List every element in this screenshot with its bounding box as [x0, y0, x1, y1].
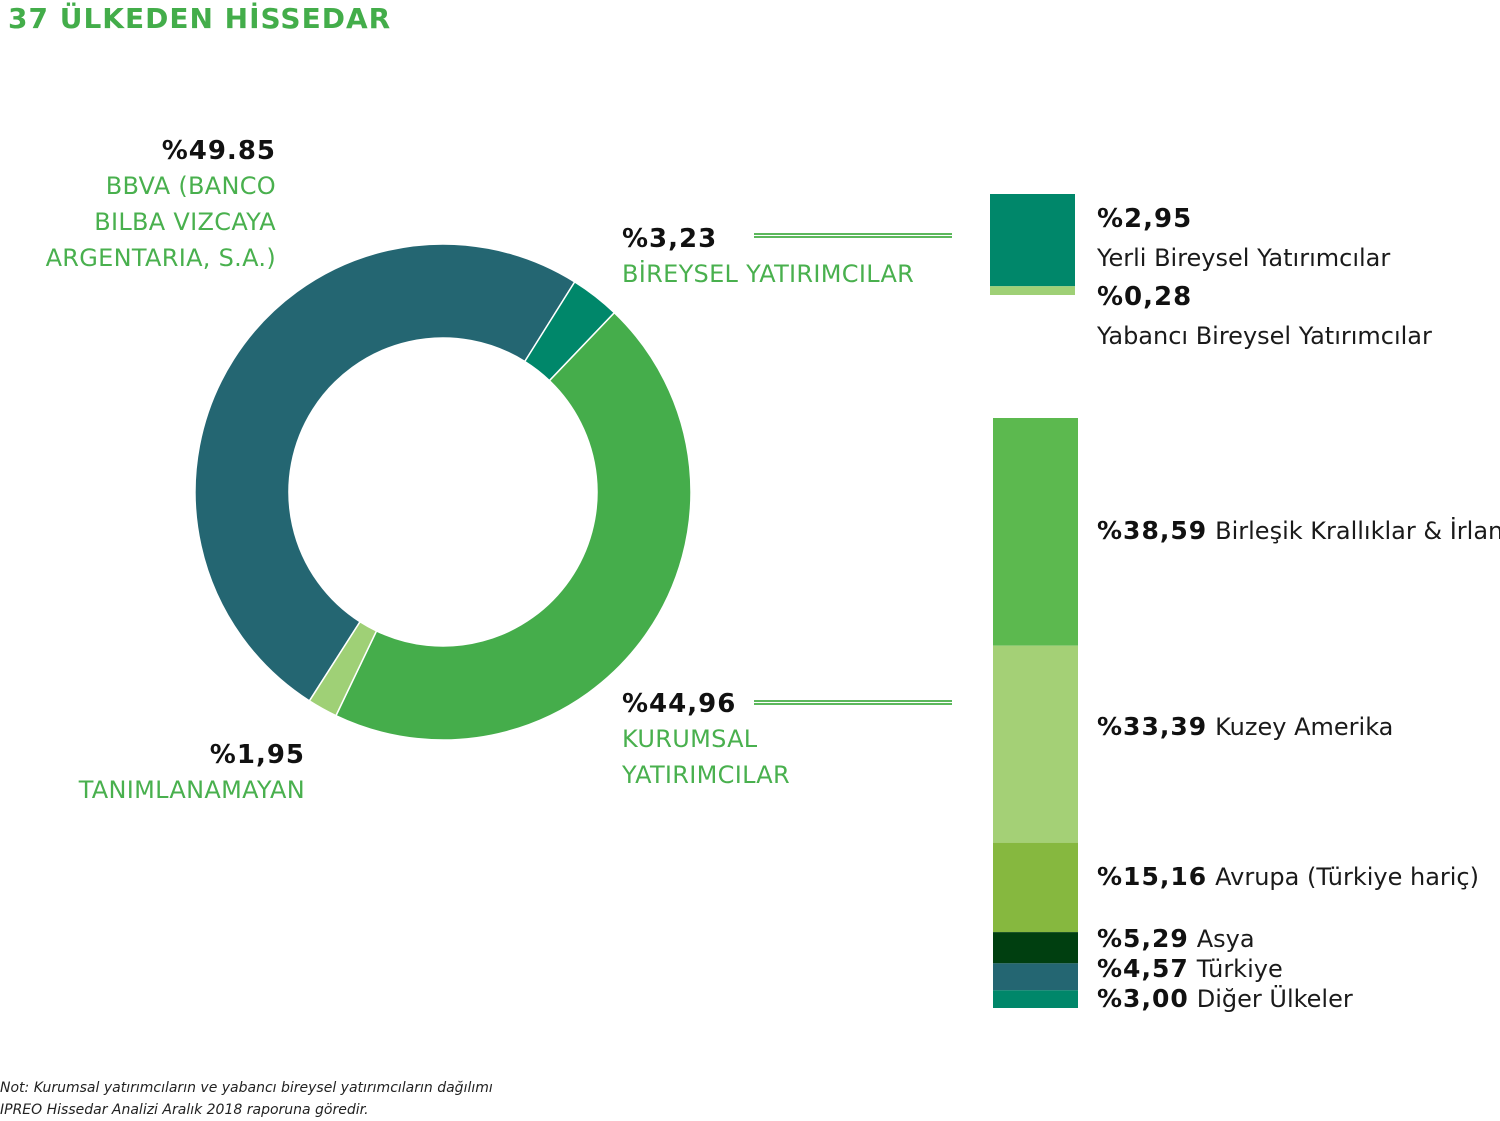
bbva-label-line-2: BILBA VIZCAYA — [94, 208, 276, 236]
legend-pct: %3,00 — [1097, 984, 1189, 1013]
bireysel-bar-segment-1 — [990, 286, 1075, 295]
page-title: 37 ÜLKEDEN HİSSEDAR — [8, 2, 392, 35]
bireysel-label: BİREYSEL YATIRIMCILAR — [622, 260, 915, 288]
kurumsal-label-block: %44,96 KURUMSAL YATIRIMCILAR — [622, 687, 790, 793]
legend-row-asia: %5,29 Asya — [1097, 924, 1255, 953]
yabanci-bireysel-label: Yabancı Bireysel Yatırımcılar — [1097, 322, 1432, 350]
legend-label: Birleşik Krallıklar & İrlanda — [1215, 517, 1500, 545]
bireysel-bar-segment-0 — [990, 194, 1075, 287]
donut-slice-tanimlanamayan — [308, 620, 378, 717]
kurumsal-bar-segment-1 — [993, 645, 1078, 843]
kurumsal-bar-segment-2 — [993, 842, 1078, 933]
kurumsal-stacked-bar — [993, 418, 1078, 1008]
tanimlanamayan-pct: %1,95 — [209, 740, 305, 770]
legend-pct: %5,29 — [1097, 924, 1189, 953]
kurumsal-bar-segment-0 — [993, 418, 1078, 646]
tanimlanamayan-label: TANIMLANAMAYAN — [78, 776, 305, 804]
legend-row-north-america: %33,39 Kuzey Amerika — [1097, 712, 1393, 741]
kurumsal-label-line-2: YATIRIMCILAR — [622, 761, 791, 789]
kurumsal-bar-segment-3 — [993, 932, 1078, 964]
bireysel-label-block: %3,23 BİREYSEL YATIRIMCILAR — [622, 222, 914, 292]
kurumsal-connector-line — [754, 700, 952, 705]
legend-row-europe: %15,16 Avrupa (Türkiye hariç) — [1097, 862, 1479, 891]
tanimlanamayan-label-block: %1,95 TANIMLANAMAYAN — [40, 738, 305, 808]
legend-label: Asya — [1196, 925, 1255, 953]
footnote-line-1: Not: Kurumsal yatırımcıların ve yabancı … — [0, 1080, 493, 1096]
donut-chart — [194, 243, 692, 741]
legend-pct: %33,39 — [1097, 712, 1208, 741]
kurumsal-bar-segment-5 — [993, 990, 1078, 1008]
bireysel-connector-line — [754, 233, 952, 238]
legend-label: Diğer Ülkeler — [1196, 985, 1353, 1013]
bbva-label-line-1: BBVA (BANCO — [105, 172, 276, 200]
legend-pct: %38,59 — [1097, 516, 1208, 545]
legend-pct: %15,16 — [1097, 862, 1208, 891]
bireysel-pct: %3,23 — [622, 224, 718, 254]
yabanci-bireysel-pct: %0,28 — [1097, 282, 1193, 312]
bireysel-breakdown-legend: %2,95 Yerli Bireysel Yatırımcılar %0,28 … — [1097, 202, 1432, 358]
legend-label: Avrupa (Türkiye hariç) — [1215, 863, 1479, 891]
legend-pct: %4,57 — [1097, 954, 1189, 983]
yerli-bireysel-pct: %2,95 — [1097, 204, 1193, 234]
donut-slice-bbva — [194, 243, 576, 702]
bbva-pct: %49.85 — [161, 136, 276, 166]
legend-label: Türkiye — [1196, 955, 1283, 983]
legend-label: Kuzey Amerika — [1215, 713, 1394, 741]
yerli-bireysel-label: Yerli Bireysel Yatırımcılar — [1097, 244, 1391, 272]
donut-slice-kurumsal — [334, 311, 692, 741]
legend-row-turkey: %4,57 Türkiye — [1097, 954, 1283, 983]
kurumsal-label-line-1: KURUMSAL — [622, 725, 758, 753]
kurumsal-pct: %44,96 — [622, 689, 737, 719]
footnote: Not: Kurumsal yatırımcıların ve yabancı … — [0, 1077, 493, 1121]
legend-row-other: %3,00 Diğer Ülkeler — [1097, 984, 1353, 1013]
kurumsal-bar-segment-4 — [993, 963, 1078, 991]
bbva-label-line-3: ARGENTARIA, S.A.) — [45, 244, 276, 272]
footnote-line-2: IPREO Hissedar Analizi Aralık 2018 rapor… — [0, 1102, 369, 1118]
bireysel-stacked-bar — [990, 194, 1075, 295]
bbva-label-block: %49.85 BBVA (BANCO BILBA VIZCAYA ARGENTA… — [20, 134, 276, 276]
